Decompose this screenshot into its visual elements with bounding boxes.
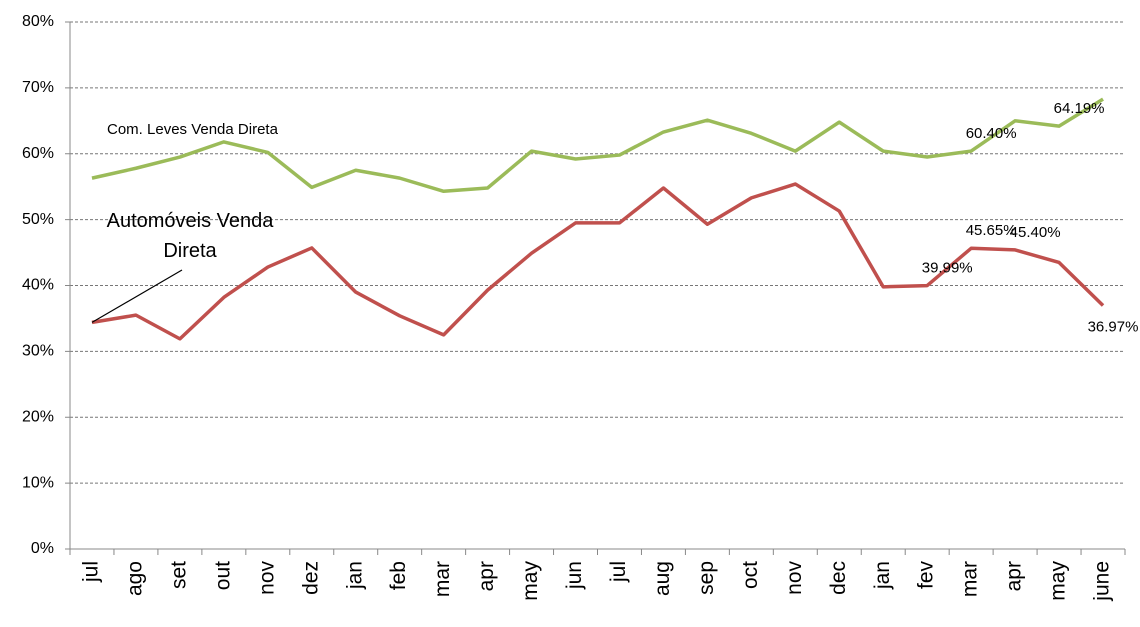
data-label: 60.40% — [966, 125, 1017, 142]
series-line — [91, 97, 1104, 194]
x-tick-label: out — [211, 561, 234, 590]
y-tick-label: 40% — [22, 277, 54, 294]
y-tick-label: 50% — [22, 211, 54, 228]
x-tick-label: jun — [563, 561, 586, 590]
x-tick-label: mar — [431, 561, 454, 597]
data-label: 36.97% — [1088, 318, 1139, 335]
x-tick-label: set — [167, 561, 190, 589]
x-tick-label: dec — [827, 561, 850, 595]
annotation-leader — [91, 269, 183, 323]
data-label: 64.19% — [1054, 100, 1105, 117]
x-tick-label: ago — [123, 561, 146, 596]
y-tick-label: 80% — [22, 13, 54, 30]
x-tick-label: oct — [739, 561, 762, 589]
x-tick-label: apr — [1003, 561, 1026, 591]
x-tick-label: feb — [387, 561, 410, 590]
x-tick-label: apr — [475, 561, 498, 591]
x-tick-label: jul — [607, 561, 630, 583]
x-tick-label: may — [1047, 561, 1070, 601]
x-tick-label: mar — [959, 561, 982, 597]
series-line — [91, 182, 1105, 341]
x-tick-label: aug — [651, 561, 674, 596]
x-tick-label: jan — [343, 561, 366, 590]
x-tick-label: nov — [783, 561, 806, 595]
y-tick-label: 60% — [22, 145, 54, 162]
x-tick-label: june — [1091, 561, 1114, 602]
x-tick-label: may — [519, 561, 542, 601]
y-tick-label: 0% — [31, 540, 54, 557]
data-label: 45.40% — [1010, 224, 1061, 241]
data-label: 45.65% — [966, 222, 1017, 239]
series-annotation: Com. Leves Venda Direta — [107, 121, 279, 138]
x-tick-label: jan — [871, 561, 894, 590]
series-annotation: Automóveis Venda Direta — [106, 210, 274, 262]
y-tick-label: 20% — [22, 408, 54, 425]
y-tick-label: 10% — [22, 474, 54, 491]
x-tick-label: sep — [695, 561, 718, 595]
x-tick-label: fev — [915, 561, 938, 590]
y-tick-label: 70% — [22, 79, 54, 96]
y-tick-label: 30% — [22, 343, 54, 360]
x-tick-label: jul — [80, 561, 103, 583]
data-label: 39.99% — [922, 260, 973, 277]
x-tick-label: dez — [299, 561, 322, 595]
x-tick-label: nov — [255, 561, 278, 595]
